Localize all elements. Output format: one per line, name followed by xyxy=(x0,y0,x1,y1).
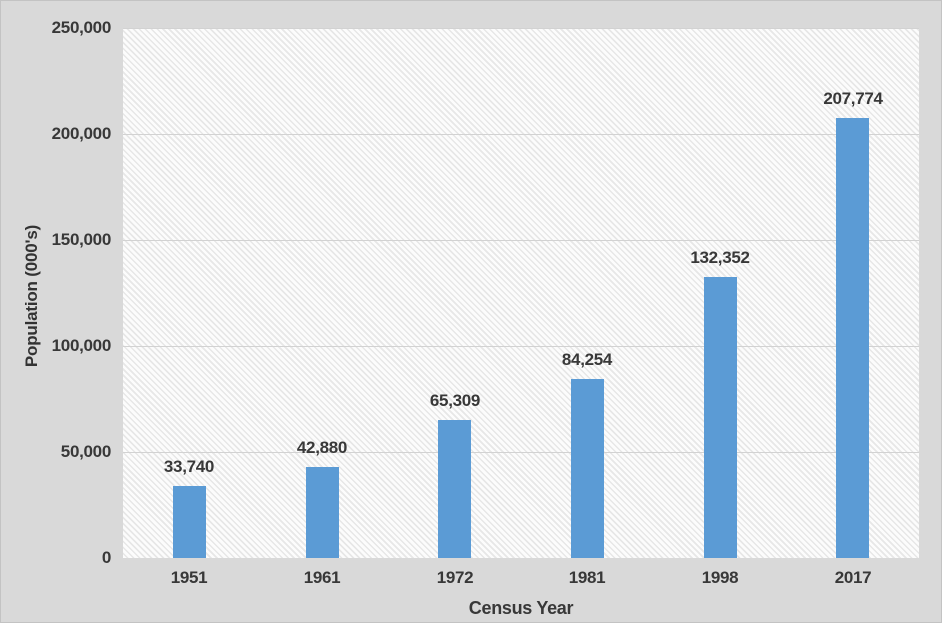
y-axis-tick-label: 200,000 xyxy=(51,124,112,143)
gridline xyxy=(123,345,919,347)
bar-value-label: 84,254 xyxy=(561,350,613,369)
y-axis-tick-label: 150,000 xyxy=(51,230,112,249)
bar-value-label: 207,774 xyxy=(823,89,883,108)
plot-area: 33,740 42,880 65,309 84,254 132,352 207,774 xyxy=(123,27,919,558)
bar-value-label: 33,740 xyxy=(163,457,215,476)
bar-value-label: 42,880 xyxy=(296,438,348,457)
bar-2017[interactable] xyxy=(836,118,869,558)
x-axis-tick-label: 1998 xyxy=(701,568,739,587)
bar-value-label: 132,352 xyxy=(690,248,750,267)
bar-1981[interactable] xyxy=(571,379,604,558)
bar-1961[interactable] xyxy=(306,467,339,558)
x-axis-tick-label: 1972 xyxy=(436,568,474,587)
gridline xyxy=(123,239,919,241)
bar-1998[interactable] xyxy=(704,277,737,558)
bar-1951[interactable] xyxy=(173,486,206,558)
gridline xyxy=(123,133,919,135)
y-axis-title: Population (000's) xyxy=(22,224,41,368)
gridline xyxy=(123,27,919,29)
bar-value-label: 65,309 xyxy=(429,391,481,410)
x-axis-tick-label: 1951 xyxy=(170,568,208,587)
y-axis-tick-label: 250,000 xyxy=(51,18,112,37)
y-axis-tick-label: 50,000 xyxy=(60,442,112,461)
x-axis-title: Census Year xyxy=(468,598,574,618)
x-axis-tick-label: 1961 xyxy=(303,568,341,587)
x-axis-tick-label: 1981 xyxy=(568,568,606,587)
gridline xyxy=(123,451,919,453)
y-axis-tick-label: 100,000 xyxy=(51,336,112,355)
x-axis-tick-label: 2017 xyxy=(834,568,872,587)
bar-1972[interactable] xyxy=(438,420,471,558)
y-axis-tick-label: 0 xyxy=(101,548,111,567)
